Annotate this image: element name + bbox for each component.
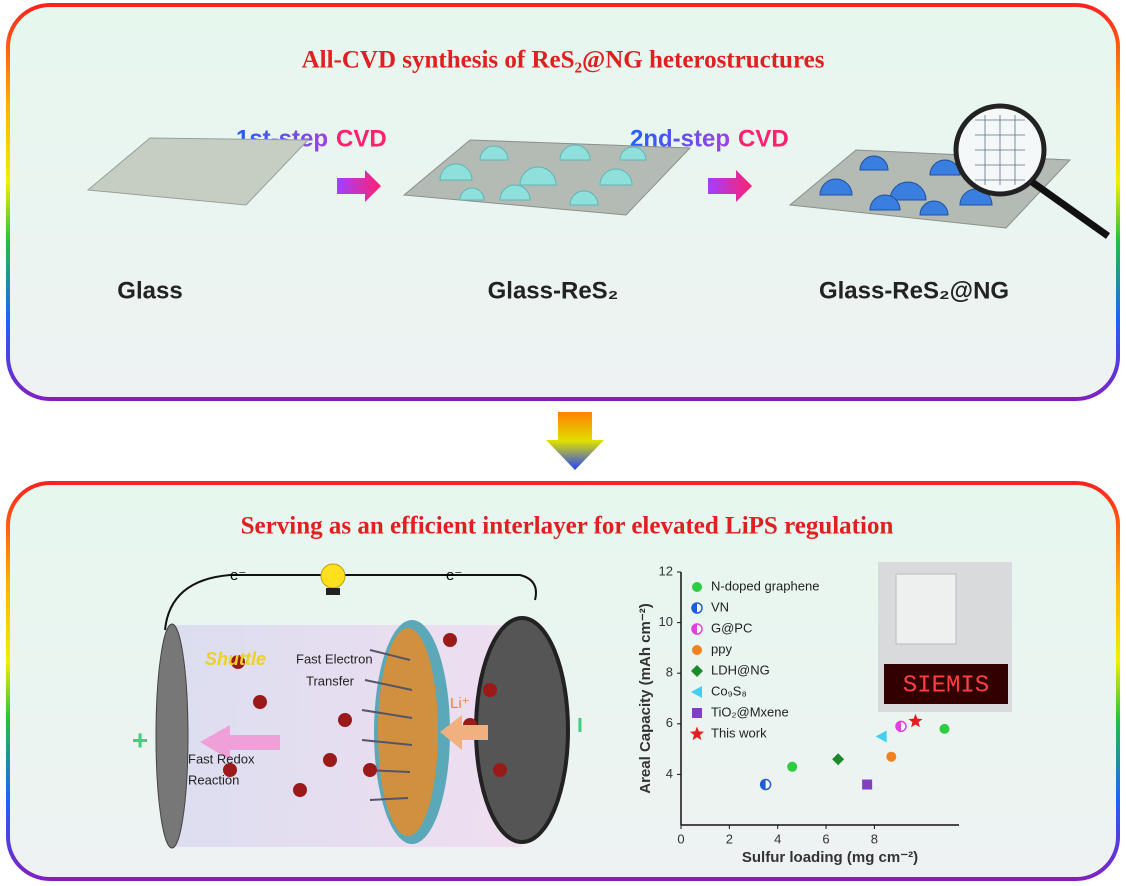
legend-label: ppy: [711, 641, 732, 656]
legend-marker-half: [692, 603, 697, 613]
led-text: SIEMIS: [903, 672, 989, 699]
y-tick-label: 12: [659, 563, 673, 578]
res2-flakes: [439, 144, 647, 206]
flow-arrow: [546, 412, 604, 470]
x-tick-label: 2: [726, 831, 733, 846]
y-tick-label: 4: [666, 766, 673, 781]
legend-marker: [692, 582, 702, 592]
y-tick-label: 10: [659, 614, 673, 629]
data-point: [787, 761, 798, 772]
step-arrow: [708, 170, 752, 202]
legend-label: Co₉S₈: [711, 683, 747, 698]
transfer-label: Transfer: [306, 673, 355, 688]
interlayer-sheets: [361, 649, 413, 801]
legend-marker: [691, 665, 703, 677]
data-point: [886, 751, 897, 762]
x-tick-label: 8: [871, 831, 878, 846]
legend-marker: [691, 686, 702, 698]
lithium-label: Li⁺: [450, 695, 470, 712]
negative-sign: −: [565, 717, 596, 733]
redox-label: Fast Redox: [188, 751, 255, 766]
electron-label: e⁻: [230, 567, 246, 584]
legend-label: LDH@NG: [711, 662, 770, 677]
y-axis-label: Areal Capacity (mAh cm⁻²): [637, 603, 654, 793]
legend-marker: [692, 645, 702, 655]
magnifier-handle: [1029, 179, 1111, 239]
data-point-half: [760, 779, 766, 790]
step-arrow: [337, 170, 381, 202]
data-point: [832, 753, 845, 766]
data-point-half: [895, 721, 901, 732]
legend-label: G@PC: [711, 620, 752, 635]
x-tick-label: 0: [677, 831, 684, 846]
stage-label: Glass-ReS₂@NG: [819, 277, 1009, 304]
x-tick-label: 4: [774, 831, 781, 846]
legend-marker: [692, 708, 702, 718]
bulb-base: [326, 588, 340, 595]
transfer-label: Fast Electron: [296, 651, 373, 666]
legend-label: This work: [711, 725, 767, 740]
anode-disk: [474, 616, 570, 844]
legend-label: VN: [711, 599, 729, 614]
positive-sign: +: [132, 724, 148, 755]
data-point: [862, 779, 873, 790]
polysulfide-particles: [223, 633, 507, 797]
legend-marker-half: [692, 624, 697, 634]
shuttle-label: Shuttle: [205, 649, 266, 669]
stage-label: Glass: [117, 277, 182, 304]
data-point: [939, 723, 950, 734]
data-point: [875, 730, 887, 743]
y-tick-label: 8: [666, 665, 673, 680]
y-tick-label: 6: [666, 715, 673, 730]
device-box: [895, 573, 957, 645]
stage-label: Glass-ReS₂: [488, 277, 619, 304]
step-method: CVD: [738, 125, 789, 152]
interlayer-core: [378, 628, 438, 836]
data-point: [908, 713, 923, 728]
bottom-title: Serving as an efficient interlayer for e…: [241, 513, 894, 540]
x-tick-label: 6: [822, 831, 829, 846]
legend-label: TiO₂@Mxene: [711, 704, 789, 719]
bulb: [320, 563, 346, 589]
li-arrow: [440, 715, 488, 750]
cathode-disk: [155, 623, 189, 849]
x-axis-label: Sulfur loading (mg cm⁻²): [742, 849, 918, 866]
redox-arrow: [200, 725, 280, 760]
glass-plate: [86, 137, 310, 206]
legend-label: N-doped graphene: [711, 578, 819, 593]
led-panel: [884, 664, 1008, 704]
lattice: [975, 115, 1025, 185]
redox-label: Reaction: [188, 772, 239, 787]
top-title: All-CVD synthesis of ReS₂@NG heterostruc…: [302, 47, 825, 74]
wire: [164, 574, 537, 631]
legend-marker: [689, 726, 705, 741]
electron-label: e⁻: [446, 567, 462, 584]
step-method: CVD: [336, 125, 387, 152]
